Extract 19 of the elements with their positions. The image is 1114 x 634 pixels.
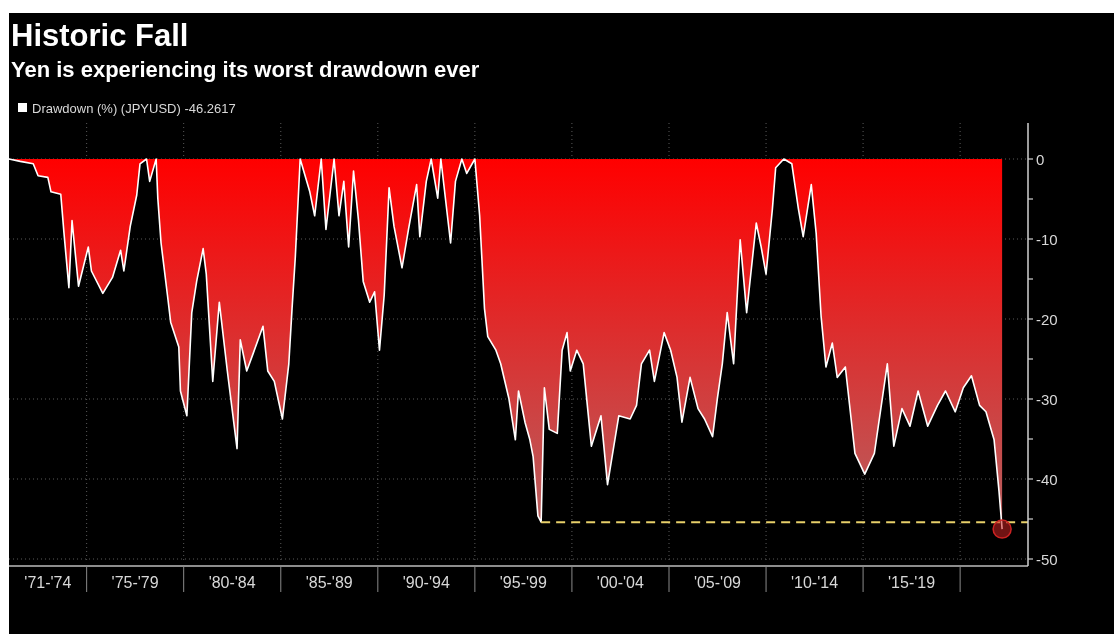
x-tick-label: '00-'04 (596, 573, 644, 591)
y-tick-label: -30 (1036, 390, 1058, 408)
chart-title: Historic Fall (11, 18, 189, 53)
y-tick-label: -40 (1036, 470, 1058, 488)
x-tick-label: '95-'99 (499, 573, 547, 591)
x-tick-label: '10-'14 (791, 573, 839, 591)
x-tick-label: '90-'94 (402, 573, 450, 591)
x-tick-label: '85-'89 (305, 573, 353, 591)
legend-label: Drawdown (%) (JPYUSD) -46.2617 (32, 100, 236, 116)
x-tick-label: '80-'84 (208, 573, 256, 591)
x-tick-label: '15-'19 (888, 573, 936, 591)
x-tick-label: '75-'79 (111, 573, 159, 591)
chart-subtitle: Yen is experiencing its worst drawdown ever (11, 57, 480, 82)
x-tick-label: '05-'09 (693, 573, 742, 591)
y-tick-label: -10 (1036, 230, 1058, 248)
y-tick-label: -50 (1036, 550, 1058, 568)
y-tick-label: 0 (1036, 150, 1045, 168)
x-tick-label: '71-'74 (24, 573, 72, 591)
y-tick-label: -20 (1036, 310, 1058, 328)
